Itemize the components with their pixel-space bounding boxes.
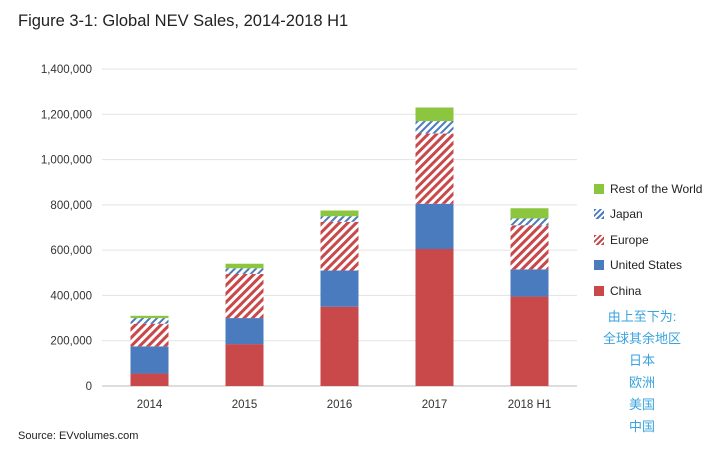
chart-title: Figure 3-1: Global NEV Sales, 2014-2018 … xyxy=(18,12,349,30)
annotation-line: 全球其余地区 xyxy=(602,331,681,346)
legend-label: Japan xyxy=(610,207,643,222)
annotation-line: 日本 xyxy=(628,353,655,368)
x-tick-label: 2017 xyxy=(422,399,448,411)
y-tick-label: 800,000 xyxy=(50,200,92,212)
y-tick-label: 200,000 xyxy=(50,336,92,348)
legend: Rest of the World Japan Europe United State… xyxy=(594,176,702,304)
legend-item: United States xyxy=(594,253,702,279)
united-states-segment xyxy=(510,269,549,297)
legend-item: Rest of the World xyxy=(594,176,702,202)
y-axis-tick-labels: 0 200,000 400,000 600,000 800,000 1,000,000 1,… xyxy=(41,64,92,393)
china-segment xyxy=(130,373,169,386)
united-states-segment xyxy=(320,270,359,307)
united-states-segment xyxy=(225,318,264,345)
europe-segment xyxy=(320,221,359,271)
europe-segment xyxy=(130,323,169,347)
x-tick-label: 2018 H1 xyxy=(508,399,551,411)
japan-segment xyxy=(225,268,264,274)
legend-swatch xyxy=(594,183,604,194)
japan-segment xyxy=(510,218,549,226)
annotation-line: 由上至下为: xyxy=(607,309,677,324)
legend-swatch xyxy=(594,285,604,296)
annotation-line: 欧洲 xyxy=(628,375,655,390)
legend-swatch xyxy=(594,234,604,245)
united-states-segment xyxy=(130,346,169,374)
y-tick-label: 600,000 xyxy=(50,245,92,257)
europe-segment xyxy=(510,225,549,270)
rest-of-world-segment xyxy=(130,315,169,319)
legend-item: China xyxy=(594,278,702,304)
japan-segment xyxy=(320,216,359,222)
x-tick-label: 2014 xyxy=(137,399,163,411)
japan-segment xyxy=(415,121,454,134)
europe-segment xyxy=(225,273,264,319)
rest-of-world-segment xyxy=(510,208,549,219)
china-segment xyxy=(225,344,264,386)
y-tick-label: 1,000,000 xyxy=(41,155,92,167)
rest-of-world-segment xyxy=(225,263,264,269)
x-tick-label: 2015 xyxy=(232,399,258,411)
legend-label: United States xyxy=(610,258,683,273)
china-segment xyxy=(510,296,549,386)
bars xyxy=(130,107,549,386)
annotation-line: 美国 xyxy=(628,397,655,412)
europe-segment xyxy=(415,133,454,204)
x-axis-tick-labels: 2014 2015 2016 2017 2018 H1 xyxy=(137,399,552,411)
legend-item: Europe xyxy=(594,227,702,253)
y-tick-label: 0 xyxy=(86,381,92,393)
united-states-segment xyxy=(415,203,454,250)
legend-swatch xyxy=(594,260,604,271)
legend-label: Rest of the World xyxy=(610,181,703,196)
chinese-annotation: 由上至下为: 全球其余地区 日本欧洲美国中国 xyxy=(596,306,688,438)
legend-label: Europe xyxy=(610,232,649,247)
x-tick-label: 2016 xyxy=(327,399,353,411)
rest-of-world-segment xyxy=(415,107,454,122)
china-segment xyxy=(415,249,454,386)
source-note: Source: EVvolumes.com xyxy=(18,430,139,442)
legend-label: China xyxy=(610,283,642,298)
y-tick-label: 1,200,000 xyxy=(41,109,92,121)
china-segment xyxy=(320,306,359,386)
japan-segment xyxy=(130,318,169,324)
annotation-line: 中国 xyxy=(628,419,655,434)
y-tick-label: 1,400,000 xyxy=(41,64,92,76)
legend-item: Japan xyxy=(594,202,702,228)
y-tick-label: 400,000 xyxy=(50,290,92,302)
rest-of-world-segment xyxy=(320,210,359,217)
legend-swatch xyxy=(594,209,604,220)
